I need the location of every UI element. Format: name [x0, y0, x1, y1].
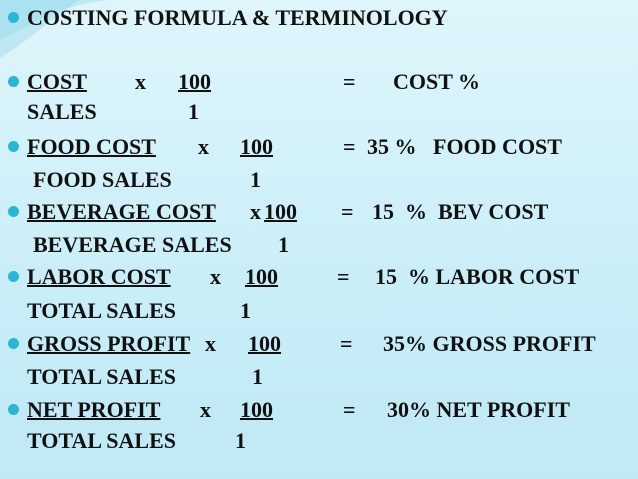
bullet — [8, 206, 19, 217]
title: COSTING FORMULA & TERMINOLOGY — [27, 5, 448, 30]
multiplier: 100 — [240, 397, 273, 422]
numerator: BEVERAGE COST — [27, 199, 216, 224]
equals: = — [343, 134, 356, 159]
multiplier: 100 — [245, 264, 278, 289]
equals: = — [340, 331, 353, 356]
divisor: 1 — [240, 298, 251, 323]
divisor: 1 — [278, 232, 289, 257]
bullet — [8, 338, 19, 349]
multiplier: 100 — [264, 199, 297, 224]
multiplier: 100 — [178, 69, 211, 94]
denominator: BEVERAGE SALES — [33, 232, 232, 257]
bullet — [8, 12, 19, 23]
times: x — [198, 134, 209, 159]
denominator: TOTAL SALES — [27, 364, 176, 389]
denominator: FOOD SALES — [33, 167, 172, 192]
multiplier: 100 — [248, 331, 281, 356]
denominator: TOTAL SALES — [27, 428, 176, 453]
numerator: GROSS PROFIT — [27, 331, 191, 356]
result: 35 % FOOD COST — [367, 134, 562, 159]
times: x — [200, 397, 211, 422]
times: x — [210, 264, 221, 289]
bullet — [8, 141, 19, 152]
numerator: LABOR COST — [27, 264, 171, 289]
numerator: NET PROFIT — [27, 397, 161, 422]
bullet — [8, 76, 19, 87]
numerator: COST — [27, 69, 87, 94]
result: 15 % BEV COST — [372, 199, 549, 224]
bullet — [8, 404, 19, 415]
divisor: 1 — [250, 167, 261, 192]
equals: = — [343, 69, 356, 94]
bullet — [8, 271, 19, 282]
result: 30% NET PROFIT — [387, 397, 570, 422]
result: COST % — [393, 69, 481, 94]
times: x — [205, 331, 216, 356]
equals: = — [337, 264, 350, 289]
equals: = — [343, 397, 356, 422]
numerator: FOOD COST — [27, 134, 156, 159]
divisor: 1 — [235, 428, 246, 453]
divisor: 1 — [188, 99, 199, 124]
equals: = — [341, 199, 354, 224]
denominator: TOTAL SALES — [27, 298, 176, 323]
times: x — [250, 199, 261, 224]
result: 35% GROSS PROFIT — [383, 331, 596, 356]
result: 15 % LABOR COST — [375, 264, 580, 289]
times: x — [135, 69, 146, 94]
divisor: 1 — [252, 364, 263, 389]
denominator: SALES — [27, 99, 97, 124]
multiplier: 100 — [240, 134, 273, 159]
